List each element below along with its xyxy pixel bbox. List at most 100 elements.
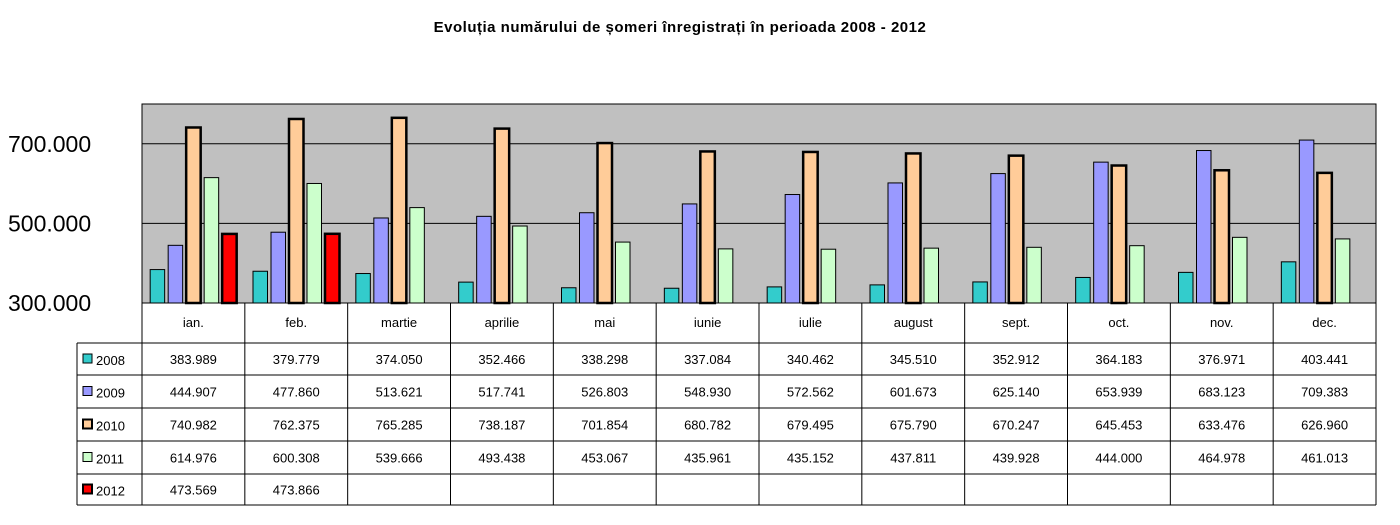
bar-2010-nov.	[1213, 169, 1231, 305]
data-label: 444.000	[1095, 451, 1142, 466]
bar-2011-dec.	[1334, 238, 1351, 304]
data-label: 439.928	[993, 451, 1040, 466]
legend-label-2012: 2012	[96, 484, 125, 499]
bar-2008-iunie	[663, 287, 680, 304]
bar-2011-iunie	[717, 248, 734, 304]
category-label: sept.	[1002, 315, 1030, 330]
category-label: oct.	[1108, 315, 1129, 330]
bar-2010-iunie	[699, 150, 717, 305]
category-label: aprilie	[485, 315, 520, 330]
bar-2009-aprilie	[476, 215, 492, 304]
data-label: 403.441	[1301, 352, 1348, 367]
bar-2008-oct.	[1075, 276, 1091, 304]
bar-2008-mai	[561, 287, 577, 304]
category-label: iunie	[694, 315, 721, 330]
data-label: 493.438	[478, 451, 525, 466]
bar-2008-ian.	[149, 269, 166, 304]
legend-label-2009: 2009	[96, 386, 125, 401]
bar-2012-feb.	[323, 232, 341, 305]
data-label: 464.978	[1198, 451, 1245, 466]
legend-key-2008	[82, 353, 93, 364]
legend-key-2009	[82, 386, 93, 396]
bar-2010-feb.	[287, 117, 305, 305]
data-label: 473.569	[170, 483, 217, 498]
data-label: 437.811	[890, 451, 936, 466]
data-label: 600.308	[273, 451, 320, 466]
data-label: 379.779	[273, 352, 320, 367]
bar-2008-dec.	[1280, 261, 1297, 304]
bar-2008-nov.	[1178, 271, 1194, 304]
category-label: ian.	[183, 315, 204, 330]
data-label: 374.050	[376, 352, 423, 367]
data-label: 765.285	[376, 418, 423, 433]
bar-2009-feb.	[270, 231, 286, 304]
data-label: 435.152	[787, 451, 834, 466]
data-label: 337.084	[684, 352, 731, 367]
bar-2010-martie	[390, 116, 408, 305]
data-label: 633.476	[1198, 418, 1245, 433]
data-label: 345.510	[890, 352, 937, 367]
legend-label-2010: 2010	[96, 419, 125, 434]
bar-2011-ian.	[203, 177, 220, 304]
category-label: dec.	[1312, 315, 1337, 330]
data-label: 435.961	[684, 451, 731, 466]
chart-title: Evoluția numărului de șomeri înregistraț…	[433, 19, 927, 36]
bar-2010-dec.	[1316, 171, 1334, 305]
data-label: 738.187	[478, 418, 525, 433]
data-label: 376.971	[1198, 352, 1245, 367]
bar-2011-nov.	[1232, 236, 1248, 304]
data-label: 473.866	[273, 483, 320, 498]
bar-2009-mai	[579, 212, 595, 304]
category-label: august	[894, 315, 933, 330]
bar-2009-martie	[373, 217, 389, 304]
data-label: 740.982	[170, 418, 217, 433]
bar-2008-aprilie	[458, 281, 474, 304]
data-label: 383.989	[170, 352, 217, 367]
bar-2011-iulie	[820, 248, 837, 304]
data-label: 453.067	[581, 451, 628, 466]
bar-2011-mai	[615, 241, 631, 304]
data-label: 364.183	[1095, 352, 1142, 367]
bar-2008-sept.	[972, 281, 988, 304]
bar-2009-ian.	[167, 244, 184, 304]
legend-key-2012	[82, 483, 93, 495]
bar-2009-oct.	[1093, 161, 1109, 304]
bar-2009-sept.	[990, 173, 1006, 304]
y-tick-label: 700.000	[8, 131, 91, 157]
data-label: 762.375	[273, 418, 320, 433]
data-label: 701.854	[581, 418, 628, 433]
category-label: martie	[381, 315, 417, 330]
bar-2009-iunie	[681, 203, 698, 304]
legend-key-2010	[82, 418, 93, 430]
bar-2011-martie	[409, 207, 425, 304]
data-label: 601.673	[890, 385, 937, 400]
data-label: 653.939	[1095, 385, 1142, 400]
data-label: 477.860	[273, 385, 320, 400]
data-label: 338.298	[581, 352, 628, 367]
data-label: 340.462	[787, 352, 834, 367]
bar-2011-august	[923, 247, 939, 304]
y-tick-label: 300.000	[8, 290, 91, 316]
data-label: 572.562	[787, 385, 834, 400]
legend-label-2011: 2011	[96, 452, 124, 467]
legend-key-2011	[82, 452, 93, 462]
data-label: 683.123	[1198, 385, 1245, 400]
data-label: 539.666	[376, 451, 423, 466]
bar-2008-martie	[355, 273, 371, 304]
bar-2009-iulie	[784, 194, 801, 304]
data-label: 461.013	[1301, 451, 1348, 466]
category-label: iulie	[799, 315, 822, 330]
data-label: 513.621	[376, 385, 423, 400]
bar-2010-iulie	[801, 150, 819, 305]
data-label: 548.930	[684, 385, 731, 400]
data-label: 645.453	[1095, 418, 1142, 433]
data-label: 614.976	[170, 451, 217, 466]
data-label: 517.741	[478, 385, 525, 400]
bar-2011-aprilie	[512, 225, 528, 304]
bar-2010-sept.	[1007, 154, 1025, 305]
bar-2009-dec.	[1298, 139, 1315, 304]
plot-area	[141, 103, 1377, 304]
data-label: 709.383	[1301, 385, 1348, 400]
data-label: 444.907	[170, 385, 217, 400]
